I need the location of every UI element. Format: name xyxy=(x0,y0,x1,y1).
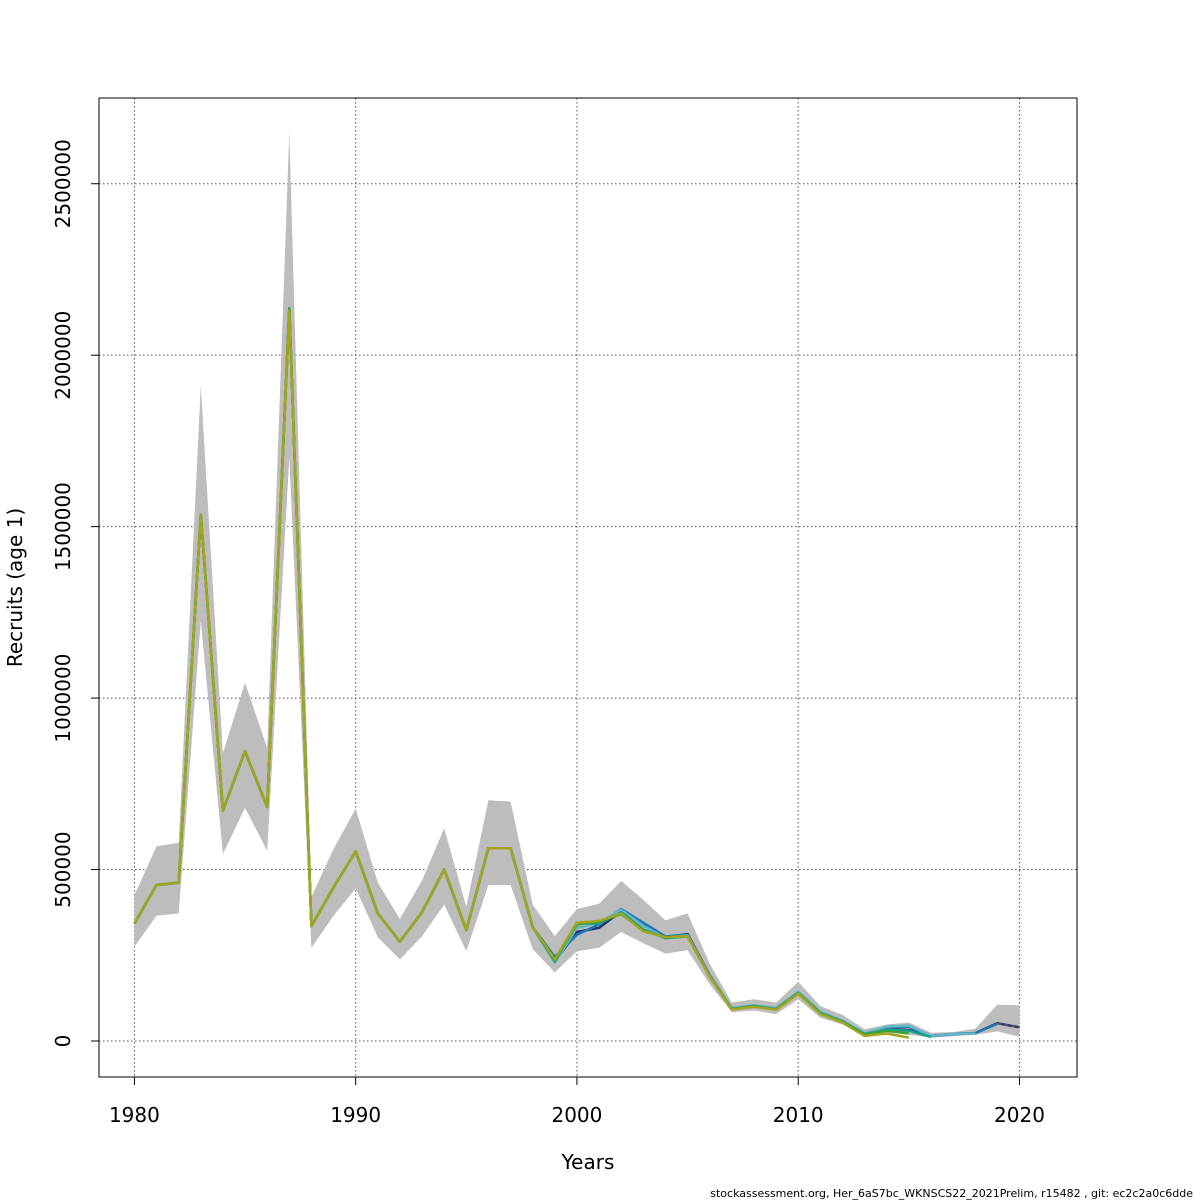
x-tick-label: 2000 xyxy=(551,1103,602,1127)
y-tick-label: 1000000 xyxy=(51,654,75,743)
x-axis-title: Years xyxy=(561,1150,615,1174)
footer-note: stockassessment.org, Her_6aS7bc_WKNSCS22… xyxy=(710,1187,1193,1200)
x-tick-label: 1980 xyxy=(109,1103,160,1127)
y-tick-label: 1500000 xyxy=(51,482,75,571)
grid-lines xyxy=(99,98,1077,1077)
series-line-5 xyxy=(133,307,909,1036)
y-tick-label: 2500000 xyxy=(51,139,75,228)
x-tick-label: 2010 xyxy=(773,1103,824,1127)
confidence-band-layer xyxy=(134,132,1020,1038)
y-axis-title: Recruits (age 1) xyxy=(3,508,27,667)
y-tick-label: 0 xyxy=(51,1035,75,1048)
x-axis: 1980 1990 2000 2010 2020 xyxy=(109,1077,1045,1127)
series-layer xyxy=(133,306,1020,1039)
series-line-6 xyxy=(133,309,910,1039)
series-line-3 xyxy=(133,307,976,1038)
confidence-band xyxy=(134,132,1020,1038)
x-tick-label: 2020 xyxy=(994,1103,1045,1127)
series-line-7 xyxy=(997,1022,1020,1029)
y-tick-label: 2000000 xyxy=(51,311,75,400)
x-tick-label: 1990 xyxy=(330,1103,381,1127)
y-tick-label: 500000 xyxy=(51,831,75,907)
y-axis: 0 500000 1000000 1500000 2000000 2500000 xyxy=(51,139,99,1047)
plot-frame xyxy=(98,97,1078,1078)
